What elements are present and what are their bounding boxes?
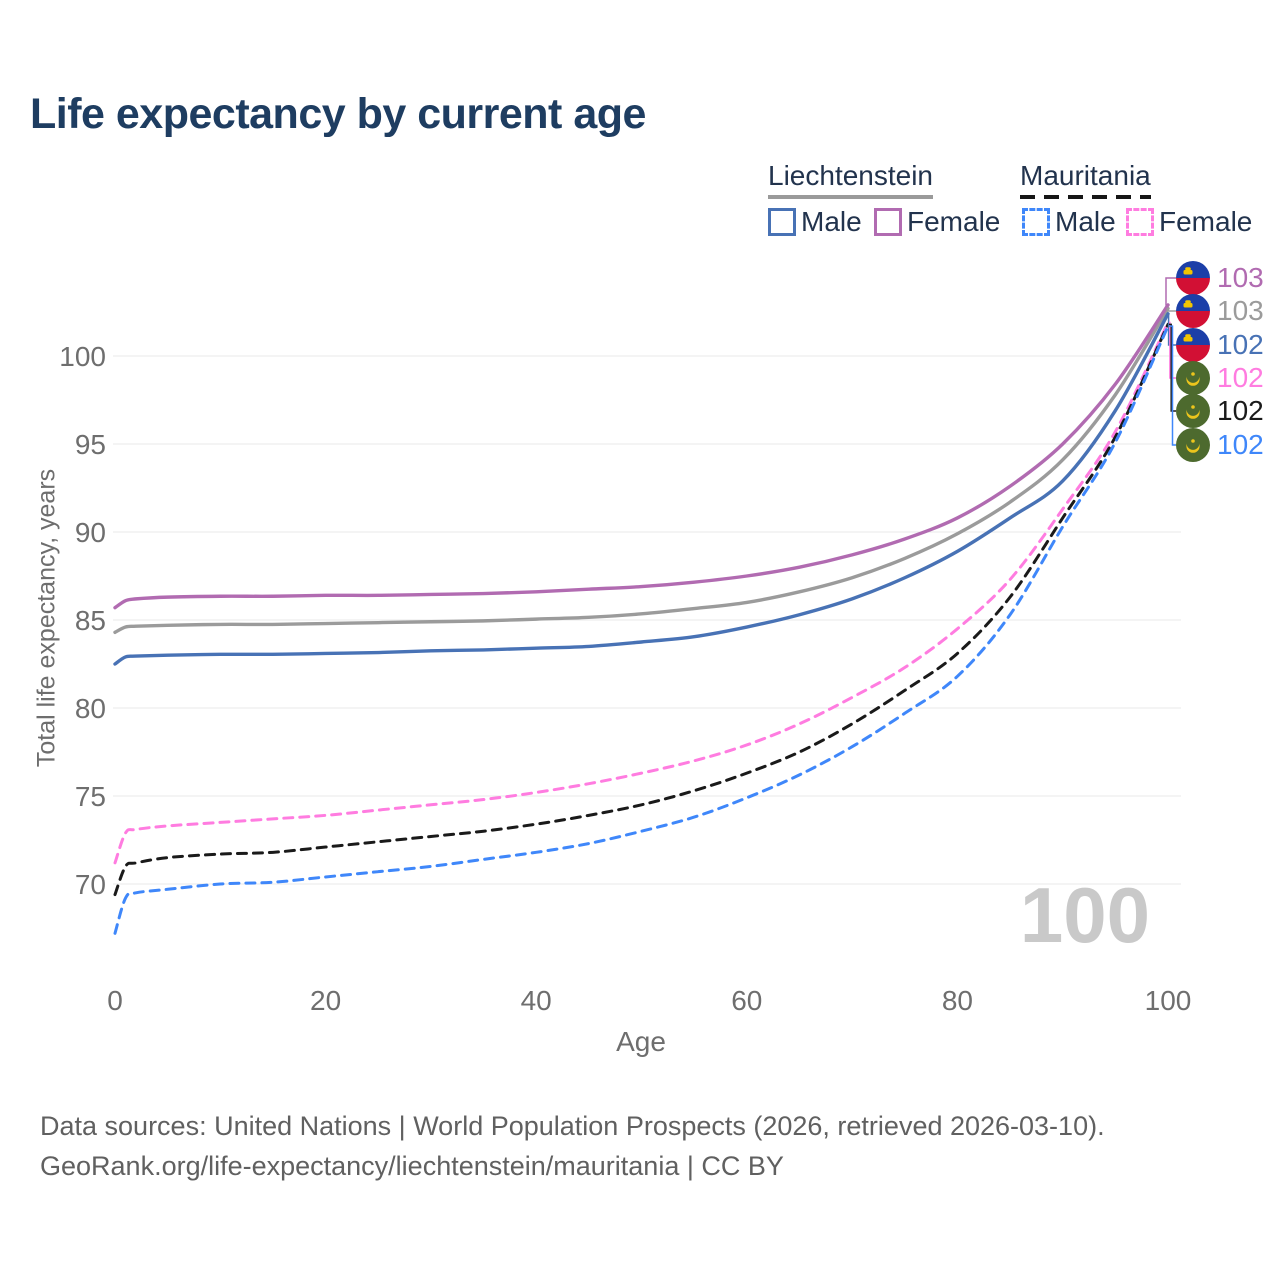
swatch-solid-blue-icon <box>768 208 796 236</box>
legend-item-label: Female <box>1159 206 1253 237</box>
legend-item-label: Male <box>801 206 862 237</box>
end-value-label: 102 <box>1217 429 1264 460</box>
svg-text:80: 80 <box>75 693 106 724</box>
svg-text:20: 20 <box>310 985 341 1016</box>
solid-line-sample <box>768 195 934 199</box>
svg-text:90: 90 <box>75 517 106 548</box>
svg-text:60: 60 <box>731 985 762 1016</box>
x-axis-title: Age <box>616 1026 666 1057</box>
svg-text:100: 100 <box>59 341 106 372</box>
page-title: Life expectancy by current age <box>30 90 646 138</box>
series-end-label: 103 <box>1176 294 1264 328</box>
liechtenstein-flag-icon <box>1176 294 1210 328</box>
legend-item-liechtenstein-female[interactable]: Female <box>874 206 1000 238</box>
end-value-label: 103 <box>1217 262 1264 293</box>
svg-text:40: 40 <box>521 985 552 1016</box>
series-end-label: 102 <box>1176 394 1264 428</box>
end-value-label: 102 <box>1217 362 1264 393</box>
svg-text:80: 80 <box>942 985 973 1016</box>
end-value-label: 102 <box>1217 329 1264 360</box>
mauritania-flag-icon <box>1176 361 1210 395</box>
legend-group-mauritania[interactable]: Mauritania <box>1020 160 1151 199</box>
svg-text:70: 70 <box>75 869 106 900</box>
legend-item-liechtenstein-male[interactable]: Male <box>768 206 862 238</box>
legend-group-liechtenstein[interactable]: Liechtenstein <box>768 160 934 199</box>
data-sources-text: Data sources: United Nations | World Pop… <box>40 1111 1105 1141</box>
liechtenstein-flag-icon <box>1176 328 1210 362</box>
legend-group-label: Liechtenstein <box>768 160 934 191</box>
legend-item-label: Female <box>907 206 1001 237</box>
y-axis-title: Total life expectancy, years <box>32 468 61 768</box>
legend-item-mauritania-female[interactable]: Female <box>1126 206 1252 238</box>
mauritania-flag-icon <box>1176 394 1210 428</box>
series-end-label: 102 <box>1176 328 1264 362</box>
series-end-label: 102 <box>1176 361 1264 395</box>
chart-legend: Liechtenstein Mauritania Male Female Mal… <box>768 160 1252 240</box>
dashed-line-sample <box>1020 195 1151 199</box>
svg-text:85: 85 <box>75 605 106 636</box>
age-watermark: 100 <box>1019 871 1150 959</box>
end-value-label: 103 <box>1217 295 1264 326</box>
series-end-label: 103 <box>1176 261 1264 295</box>
attribution-text: GeoRank.org/life-expectancy/liechtenstei… <box>40 1151 784 1181</box>
swatch-dashed-pink-icon <box>1126 208 1154 236</box>
svg-text:0: 0 <box>107 985 123 1016</box>
svg-text:95: 95 <box>75 429 106 460</box>
swatch-solid-purple-icon <box>874 208 902 236</box>
svg-text:75: 75 <box>75 781 106 812</box>
end-value-label: 102 <box>1217 395 1264 426</box>
legend-group-label: Mauritania <box>1020 160 1151 191</box>
mauritania-flag-icon <box>1176 428 1210 462</box>
svg-text:100: 100 <box>1145 985 1192 1016</box>
legend-item-label: Male <box>1055 206 1116 237</box>
liechtenstein-flag-icon <box>1176 261 1210 295</box>
swatch-dashed-blue-icon <box>1022 208 1050 236</box>
series-end-label: 102 <box>1176 428 1264 462</box>
footer: Data sources: United Nations | World Pop… <box>40 1106 1105 1186</box>
legend-item-mauritania-male[interactable]: Male <box>1022 206 1116 238</box>
